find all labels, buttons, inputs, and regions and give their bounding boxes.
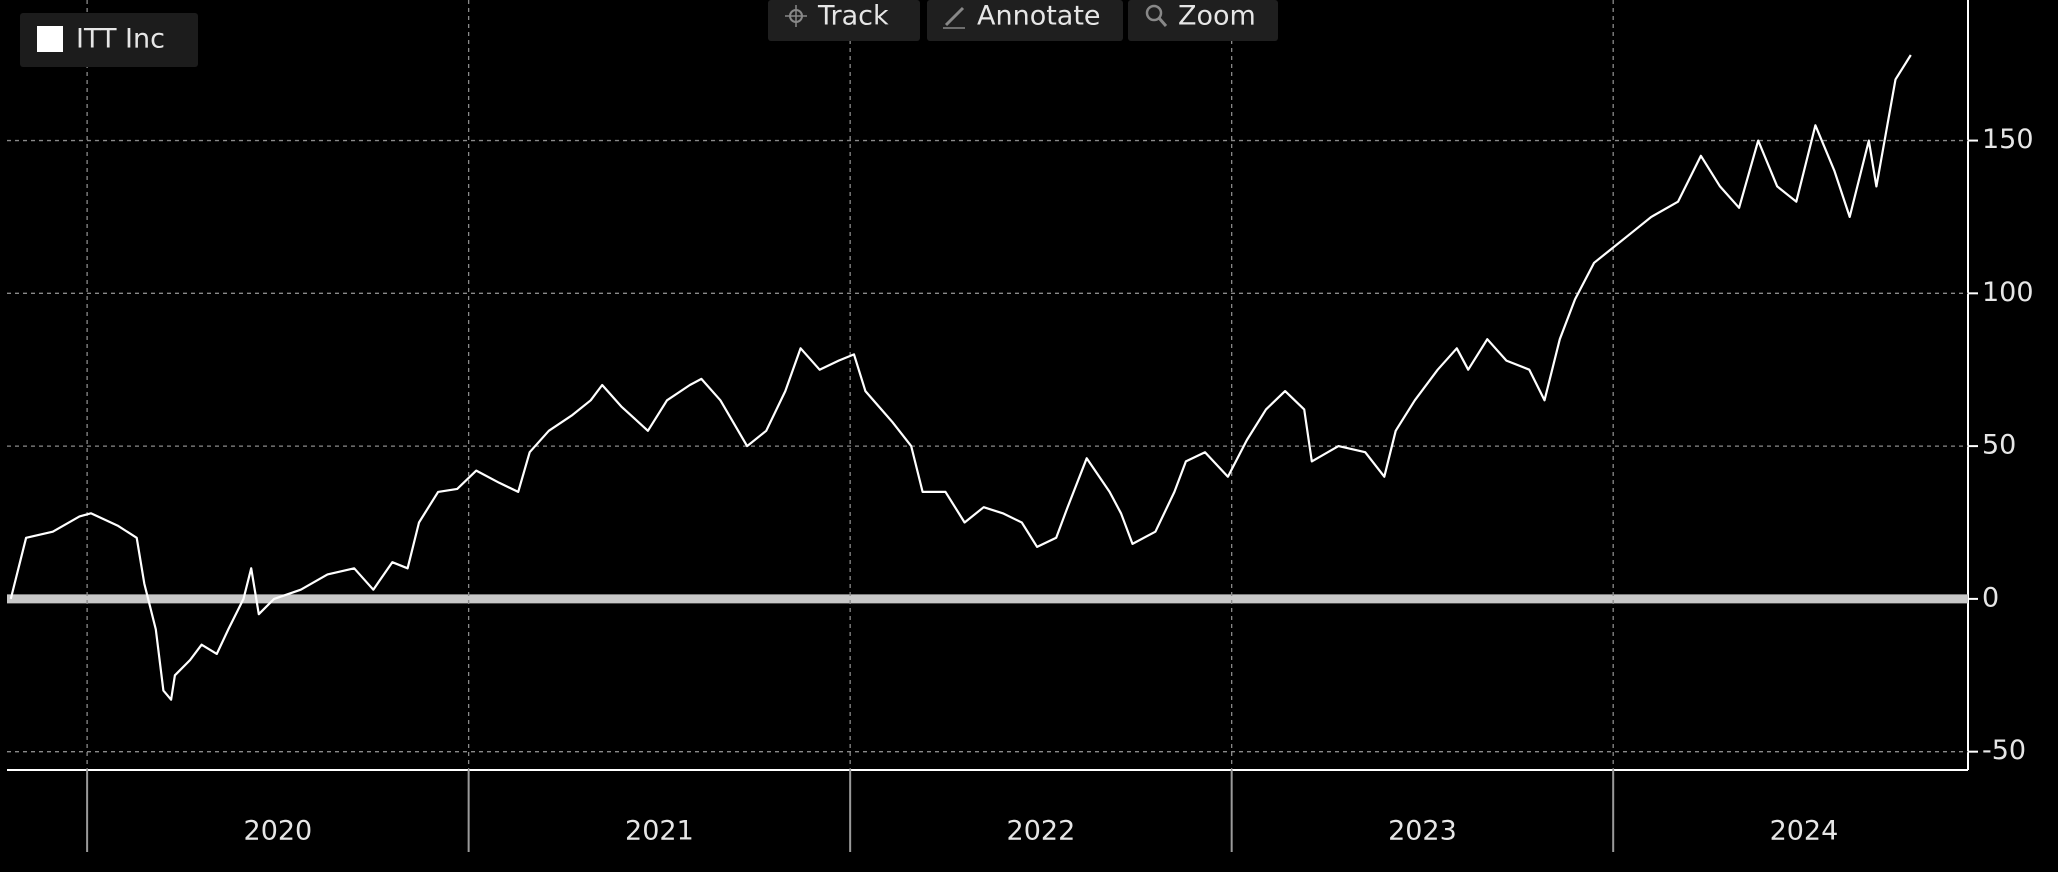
button-label: Track	[817, 1, 889, 32]
y-tick-label: 0	[1982, 582, 1999, 613]
icon	[1145, 4, 1163, 22]
legend-label: ITT Inc	[76, 24, 165, 55]
x-tick-label: 2022	[1007, 816, 1076, 847]
line-series	[9, 54, 1912, 701]
y-tick-label: 50	[1982, 430, 2016, 461]
legend: ITT Inc	[20, 13, 198, 67]
x-tick-label: 2024	[1770, 816, 1839, 847]
icon	[785, 5, 807, 27]
toolbar-button[interactable]: Zoom	[1128, 0, 1278, 41]
button-bg	[927, 0, 1123, 41]
toolbar-button[interactable]: Annotate	[927, 0, 1123, 41]
button-bg	[1128, 0, 1278, 41]
button-bg	[768, 0, 920, 41]
legend-swatch	[37, 26, 63, 52]
y-tick-label: -50	[1982, 735, 2026, 766]
x-tick-label: 2021	[625, 816, 694, 847]
toolbar: Track Annotate Zoom	[768, 0, 1278, 41]
toolbar-button[interactable]: Track	[768, 0, 920, 41]
y-tick-label: 150	[1982, 124, 2034, 155]
y-tick-label: 100	[1982, 277, 2034, 308]
legend-box	[20, 13, 198, 67]
button-label: Zoom	[1178, 1, 1256, 32]
icon	[1157, 17, 1168, 27]
x-tick-label: 2023	[1388, 816, 1457, 847]
button-label: Annotate	[977, 1, 1101, 32]
icon	[944, 6, 965, 27]
x-tick-label: 2020	[244, 816, 313, 847]
